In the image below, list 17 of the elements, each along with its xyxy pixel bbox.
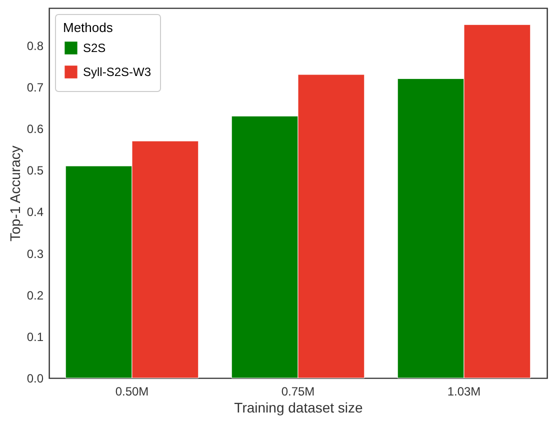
y-tick-label: 0.5: [26, 164, 44, 178]
legend-label: Syll-S2S-W3: [83, 65, 152, 79]
x-tick-label: 0.50M: [115, 384, 149, 398]
x-tick-label: 0.75M: [281, 384, 315, 398]
y-tick-label: 0.4: [26, 205, 44, 220]
y-tick-label: 0.3: [26, 246, 44, 261]
y-axis-title: Top-1 Accuracy: [6, 146, 23, 242]
y-tick-label: 0.2: [26, 288, 44, 302]
y-tick-label: 0.1: [26, 330, 44, 344]
legend-title: Methods: [63, 20, 114, 35]
y-tick-label: 0.0: [26, 372, 44, 386]
legend-label: S2S: [83, 41, 106, 55]
x-axis-title: Training dataset size: [234, 400, 364, 416]
y-tick-label: 0.6: [26, 122, 44, 136]
y-tick-label: 0.7: [26, 80, 44, 94]
y-tick-label: 0.8: [26, 38, 44, 53]
x-tick-label: 1.03M: [447, 384, 481, 398]
